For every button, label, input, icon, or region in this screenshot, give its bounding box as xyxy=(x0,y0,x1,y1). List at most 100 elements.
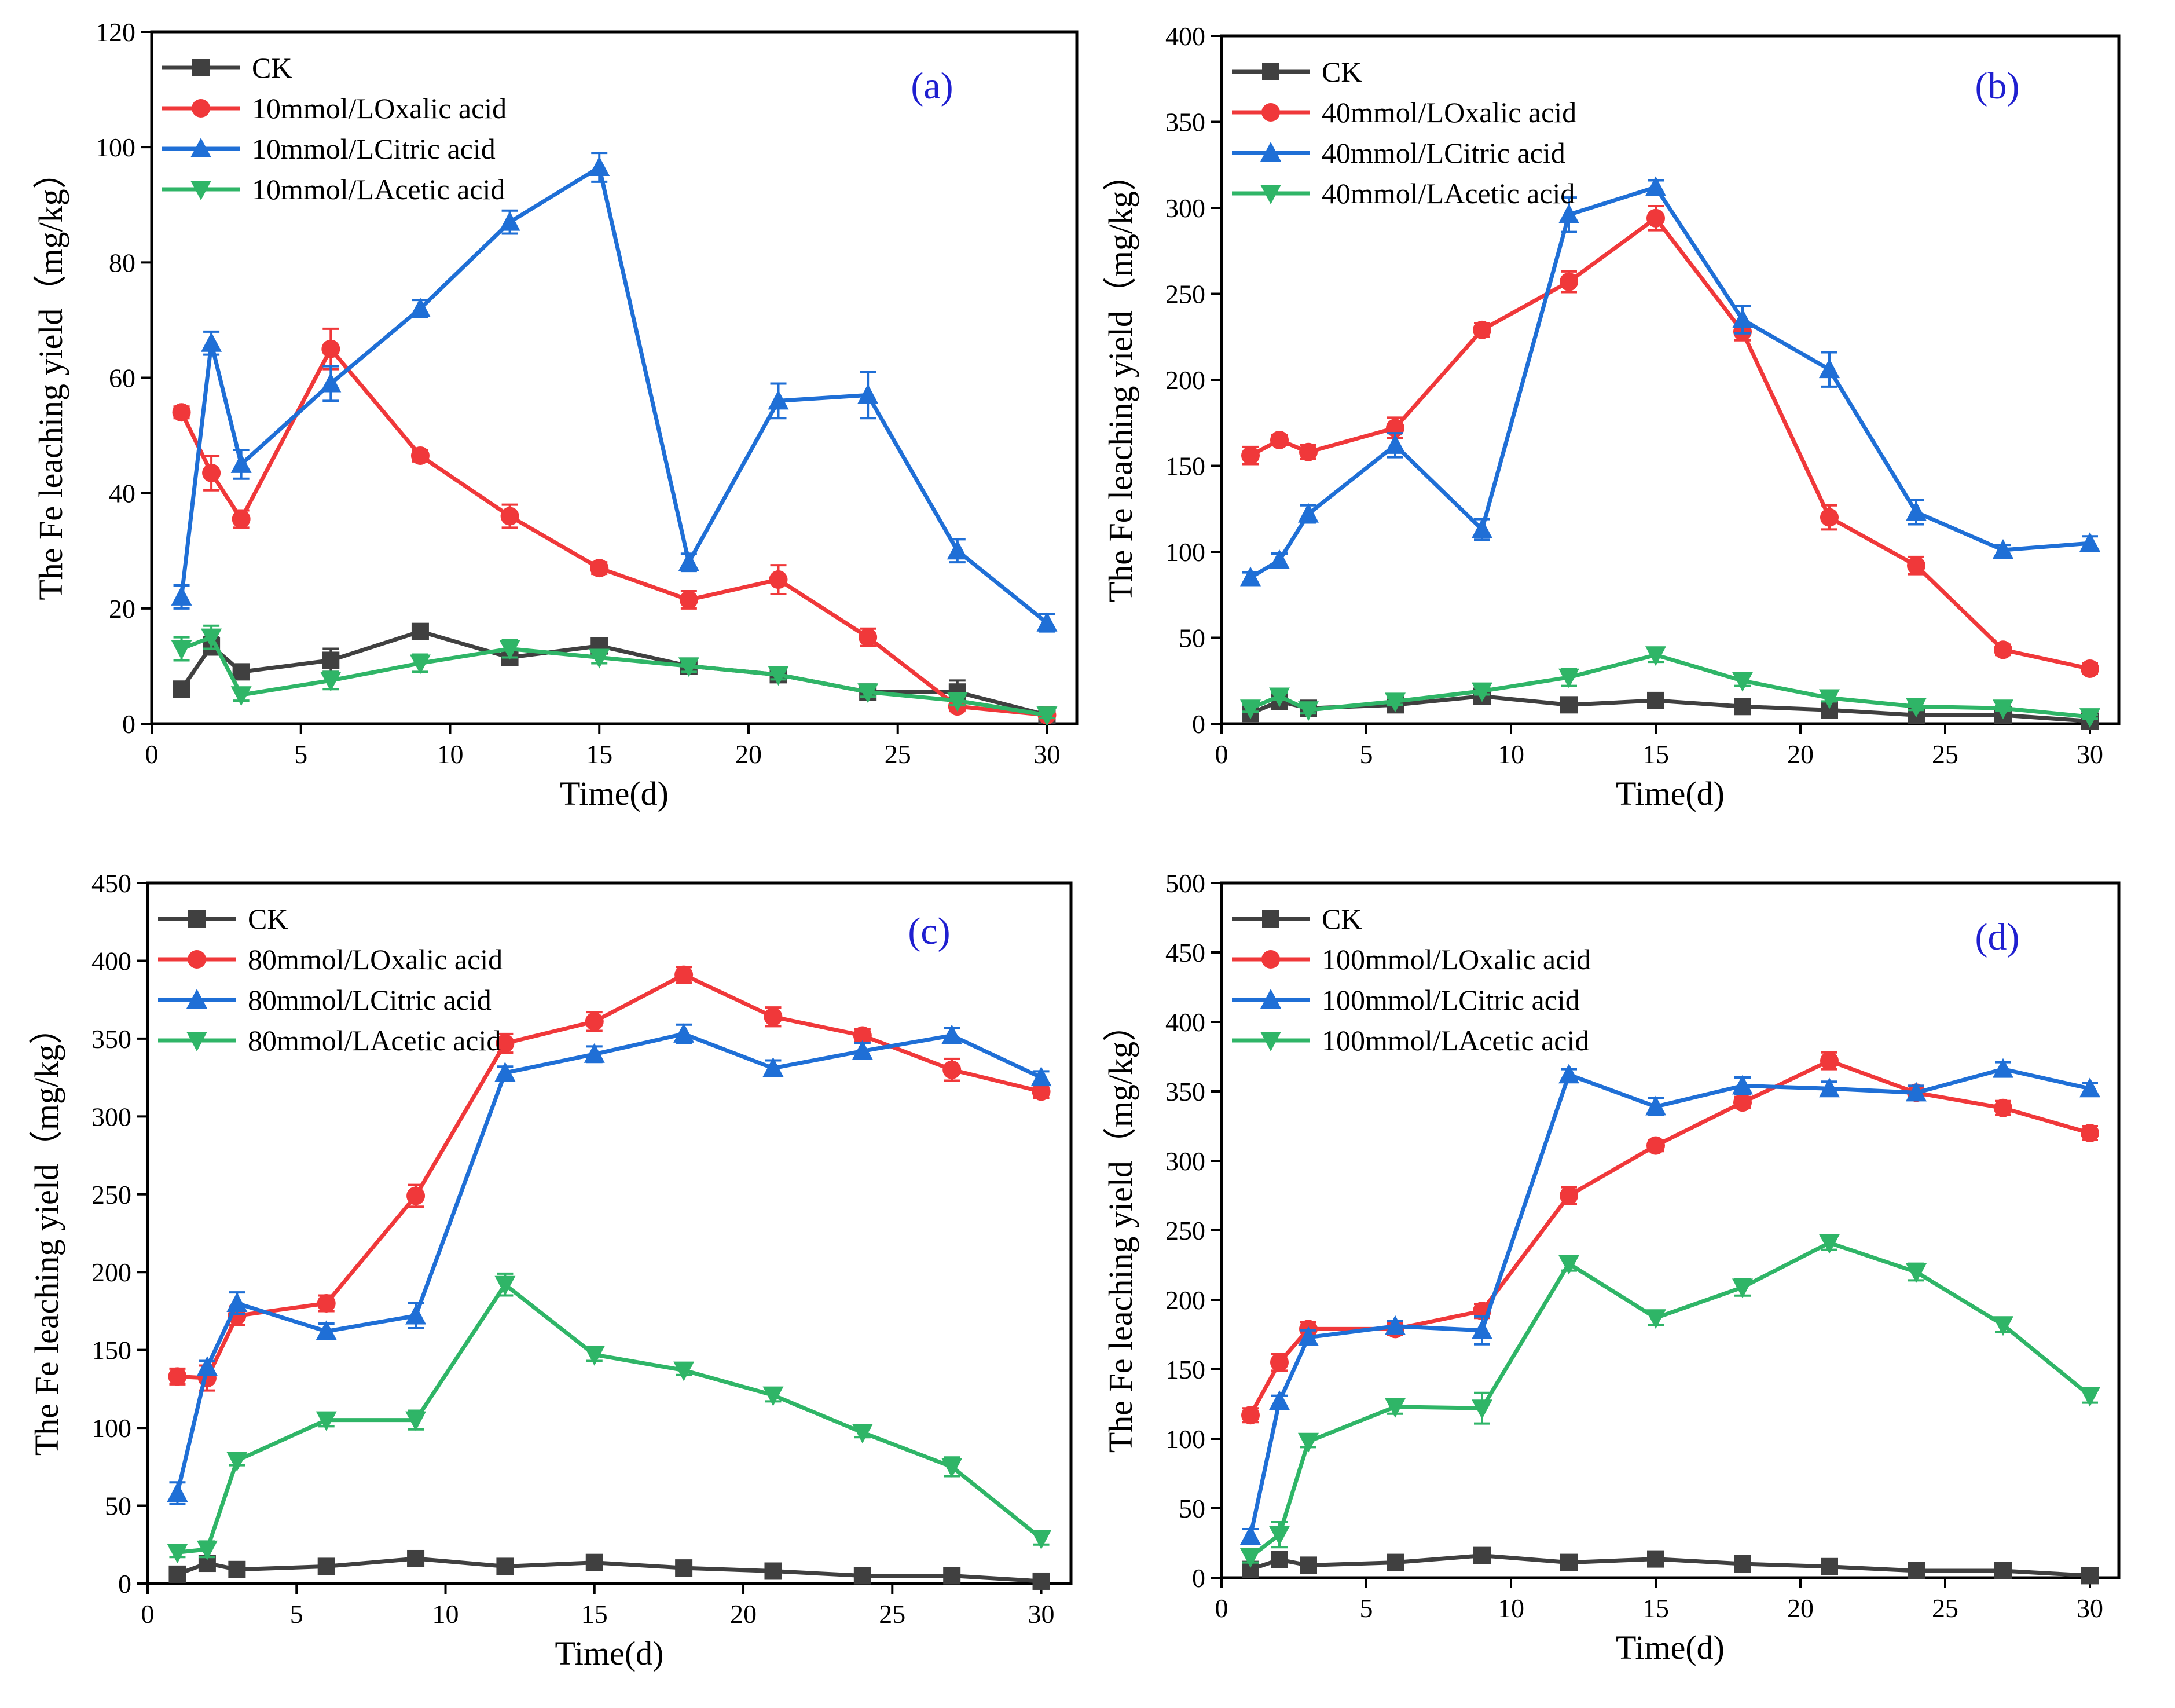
series-1 xyxy=(1241,1051,2099,1425)
data-point xyxy=(1270,430,1289,449)
data-point xyxy=(1030,1066,1052,1087)
data-point xyxy=(1646,1136,1665,1155)
data-point xyxy=(2079,1077,2100,1098)
legend-swatch-marker xyxy=(1260,142,1281,162)
data-point xyxy=(1270,1353,1289,1372)
data-point xyxy=(769,570,788,589)
data-point xyxy=(943,1567,961,1585)
data-point xyxy=(321,339,340,358)
data-point xyxy=(226,1452,248,1472)
data-point xyxy=(496,1033,515,1053)
data-point xyxy=(202,463,221,482)
data-point xyxy=(1299,442,1318,461)
series-line xyxy=(179,165,1048,625)
data-point xyxy=(673,1022,695,1043)
y-tick-label: 0 xyxy=(1192,709,1205,739)
data-point xyxy=(857,384,879,404)
chart-panel-3: 0 5 10 15 20 25 300501001502002503003504004505… xyxy=(1102,868,2121,1666)
legend-swatch-marker xyxy=(192,59,210,76)
data-point xyxy=(499,640,520,660)
data-point xyxy=(1032,1082,1051,1101)
legend-entry: 100mmol/LAcetic acid xyxy=(1322,1024,1589,1057)
legend-entry: 80mmol/LOxalic acid xyxy=(248,943,503,976)
x-tick-label: 0 xyxy=(141,1599,155,1629)
x-tick-label: 10 xyxy=(1498,1593,1524,1623)
data-point xyxy=(1240,566,1261,587)
data-point xyxy=(1560,696,1578,714)
data-point xyxy=(764,1562,782,1580)
y-tick-label: 200 xyxy=(1165,1285,1205,1315)
data-point xyxy=(675,1559,693,1577)
data-point xyxy=(678,657,699,677)
x-tick-label: 5 xyxy=(290,1599,303,1629)
legend-swatch-marker xyxy=(188,910,206,928)
legend-swatch-marker xyxy=(1262,910,1279,928)
y-tick-label: 200 xyxy=(91,1258,131,1287)
data-point xyxy=(679,590,698,609)
x-tick-label: 10 xyxy=(432,1599,459,1629)
data-point xyxy=(1732,1075,1753,1095)
data-point xyxy=(2081,1567,2099,1585)
x-tick-label: 20 xyxy=(735,739,762,769)
data-point xyxy=(1558,1255,1579,1275)
data-point xyxy=(167,1544,188,1564)
data-point xyxy=(1298,503,1319,523)
series-3 xyxy=(1240,646,2100,728)
data-point xyxy=(1269,1390,1290,1410)
y-tick-label: 250 xyxy=(1165,1216,1205,1245)
series-line xyxy=(1249,185,2090,580)
legend-swatch-marker xyxy=(186,989,207,1009)
data-point xyxy=(1733,1093,1752,1112)
y-tick-label: 20 xyxy=(109,594,135,624)
series-line xyxy=(1249,1553,2090,1578)
y-tick-label: 150 xyxy=(91,1336,131,1365)
data-point xyxy=(171,640,192,660)
data-point xyxy=(494,1275,516,1296)
data-point xyxy=(585,1553,603,1571)
y-tick-label: 0 xyxy=(1192,1563,1205,1593)
legend-entry: 10mmol/LCitric acid xyxy=(252,133,496,165)
data-point xyxy=(320,372,342,393)
x-tick-label: 30 xyxy=(1033,739,1060,769)
y-tick-label: 350 xyxy=(1165,1077,1205,1106)
data-point xyxy=(768,390,789,410)
data-point xyxy=(859,628,878,647)
data-point xyxy=(1821,1557,1838,1575)
x-axis-label: Time(d) xyxy=(555,1634,664,1672)
data-point xyxy=(1993,1316,2013,1336)
series-line xyxy=(1249,216,2090,671)
data-point xyxy=(2081,659,2099,678)
data-point xyxy=(171,585,192,606)
legend-entry: 10mmol/LOxalic acid xyxy=(252,92,507,124)
data-point xyxy=(1472,682,1492,702)
legend-swatch-marker xyxy=(1260,185,1281,204)
data-point xyxy=(941,1458,963,1478)
y-tick-label: 300 xyxy=(1165,193,1205,223)
legend-swatch-marker xyxy=(1260,989,1281,1009)
data-point xyxy=(1645,176,1666,196)
x-tick-label: 30 xyxy=(2077,1593,2103,1623)
legend-entry: 80mmol/LAcetic acid xyxy=(248,1024,501,1057)
panel-label: (c) xyxy=(908,910,950,952)
legend-entry: CK xyxy=(252,52,292,84)
legend-swatch-marker xyxy=(192,99,210,118)
data-point xyxy=(1906,1263,1927,1283)
x-tick-label: 5 xyxy=(294,739,307,769)
data-point xyxy=(1734,1555,1751,1573)
data-point xyxy=(494,1062,516,1082)
x-tick-label: 10 xyxy=(437,739,463,769)
x-tick-label: 25 xyxy=(885,739,911,769)
legend-entry: 40mmol/LAcetic acid xyxy=(1322,177,1575,210)
data-point xyxy=(1300,1556,1317,1574)
data-point xyxy=(1732,1278,1753,1299)
y-tick-label: 100 xyxy=(96,133,135,162)
data-point xyxy=(1647,1550,1664,1568)
data-point xyxy=(1298,1432,1319,1453)
y-tick-label: 400 xyxy=(1165,21,1205,51)
data-point xyxy=(317,1294,336,1313)
data-point xyxy=(1993,1058,2013,1078)
data-point xyxy=(173,680,190,698)
data-point xyxy=(1906,698,1927,718)
data-point xyxy=(673,1361,695,1381)
